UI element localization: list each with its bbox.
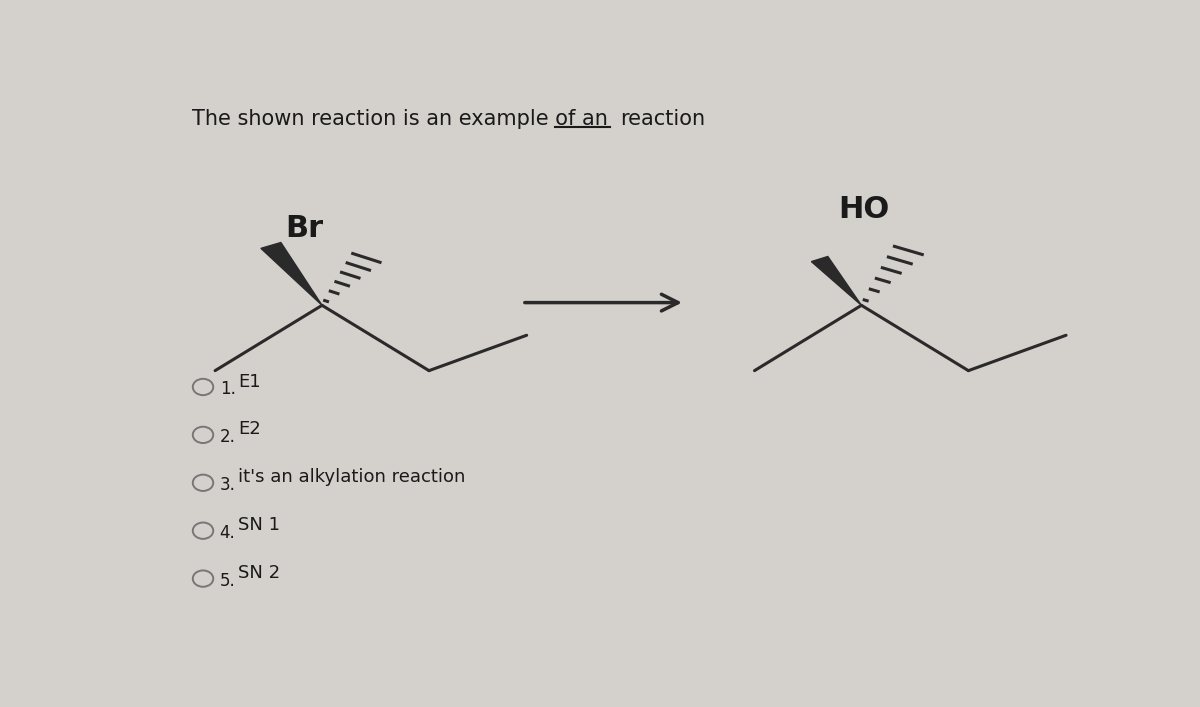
Text: 4.: 4. [220, 524, 235, 542]
Text: 2.: 2. [220, 428, 235, 446]
Text: it's an alkylation reaction: it's an alkylation reaction [239, 468, 466, 486]
Text: SN 1: SN 1 [239, 516, 281, 534]
Text: E1: E1 [239, 373, 260, 390]
Text: HO: HO [839, 194, 889, 223]
Text: SN 2: SN 2 [239, 564, 281, 582]
Text: 1.: 1. [220, 380, 235, 398]
Polygon shape [260, 243, 322, 305]
Polygon shape [811, 257, 862, 305]
Text: Br: Br [284, 214, 323, 243]
Text: 5.: 5. [220, 572, 235, 590]
Text: The shown reaction is an example of an: The shown reaction is an example of an [192, 110, 607, 129]
Text: 3.: 3. [220, 476, 235, 494]
Text: reaction: reaction [619, 110, 704, 129]
Text: E2: E2 [239, 421, 262, 438]
